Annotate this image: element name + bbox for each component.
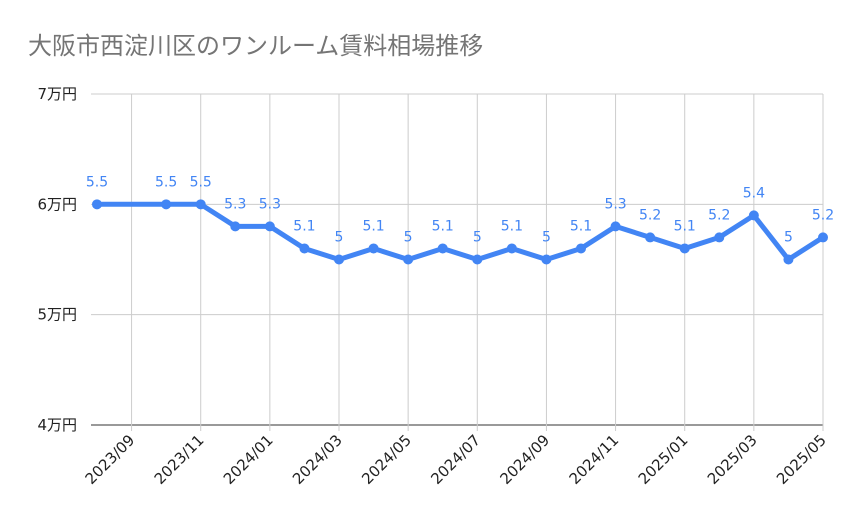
x-tick-label: 2024/01 (220, 431, 277, 488)
data-point (368, 243, 379, 254)
data-point (541, 254, 552, 265)
data-point (506, 243, 517, 254)
data-label: 5 (542, 230, 551, 246)
x-tick-label: 2025/05 (773, 431, 830, 488)
data-point (645, 232, 656, 243)
x-tick-label: 2025/03 (704, 431, 761, 488)
data-label: 5.1 (293, 218, 315, 234)
data-point (195, 199, 206, 210)
data-label: 5.5 (86, 174, 108, 190)
x-tick-label: 2023/09 (82, 431, 139, 488)
y-tick-label: 5万円 (37, 306, 77, 324)
x-tick-label: 2024/03 (289, 431, 346, 488)
data-label: 5.2 (708, 207, 730, 223)
data-label: 5.5 (190, 174, 212, 190)
data-point (437, 243, 448, 254)
horizontal-gridlines (91, 93, 823, 426)
data-points-group (92, 199, 828, 265)
data-label: 5.1 (570, 218, 592, 234)
chart-title: 大阪市西淀川区のワンルーム賃料相場推移 (28, 32, 484, 60)
x-tick-label: 2024/05 (358, 431, 415, 488)
data-label: 5.3 (259, 196, 281, 212)
data-point (783, 254, 794, 265)
data-label: 5.1 (674, 218, 696, 234)
data-point (161, 199, 172, 210)
y-tick-label: 6万円 (37, 195, 77, 213)
data-point (714, 232, 725, 243)
data-label: 5 (784, 230, 793, 246)
data-point (299, 243, 310, 254)
data-point (403, 254, 414, 265)
data-point (679, 243, 690, 254)
data-point (472, 254, 483, 265)
y-axis-ticks: 7万円 6万円 5万円 4万円 (37, 85, 77, 434)
x-tick-label: 2024/11 (566, 431, 623, 488)
data-label: 5 (473, 230, 482, 246)
y-tick-label: 7万円 (37, 85, 77, 103)
data-point (610, 221, 621, 232)
data-point (334, 254, 344, 265)
data-label: 5.1 (501, 218, 523, 234)
data-label: 5 (335, 230, 344, 246)
data-label: 5.1 (362, 218, 384, 234)
x-tick-label: 2024/07 (427, 431, 484, 488)
x-tick-label: 2025/01 (635, 431, 692, 488)
data-label: 5 (404, 230, 413, 246)
data-label: 5.4 (743, 185, 765, 201)
x-tick-label: 2024/09 (496, 431, 553, 488)
data-point (576, 243, 586, 254)
data-label: 5.5 (155, 174, 177, 190)
data-point (230, 221, 241, 232)
data-label: 5.3 (604, 196, 626, 212)
x-axis-ticks: 2023/09 2023/11 2024/01 2024/03 2024/05 2024/… (82, 431, 830, 488)
data-point (264, 221, 275, 232)
data-label: 5.2 (812, 207, 834, 223)
data-label: 5.2 (639, 207, 661, 223)
data-label: 5.1 (432, 218, 454, 234)
y-tick-label: 4万円 (37, 416, 77, 434)
data-point (92, 199, 102, 210)
data-point (748, 210, 759, 221)
data-label: 5.3 (224, 196, 246, 212)
data-labels-group: 5.5 5.5 5.5 5.3 5.3 5.1 5 5.1 5 5.1 5 5.1 5 5.1 5.3 5.2… (86, 174, 834, 245)
x-tick-label: 2023/11 (151, 431, 208, 488)
data-point (818, 232, 828, 243)
